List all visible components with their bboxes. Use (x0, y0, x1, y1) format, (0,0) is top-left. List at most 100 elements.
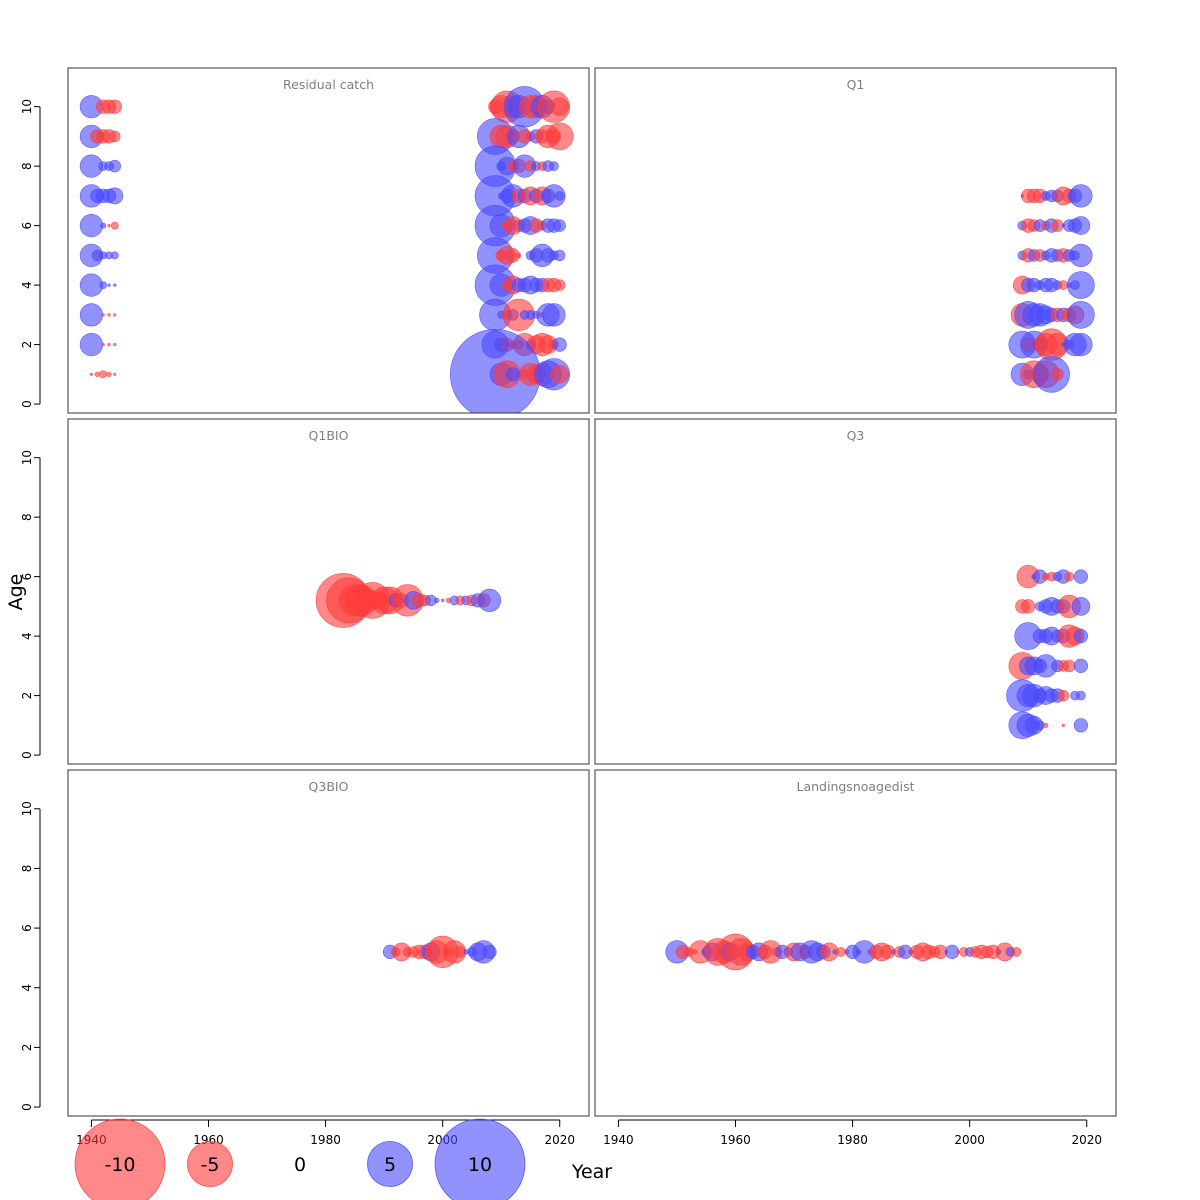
bubble-point (1057, 689, 1070, 702)
bubble-point (1073, 658, 1088, 674)
bubble-point (113, 283, 117, 287)
bubble-point (553, 249, 566, 262)
legend-bubble (367, 1141, 413, 1187)
x-tick-label: 1940 (603, 1133, 634, 1147)
panel-5: Landingsnoagedist 1940 1960 1980 2000 2020 (594, 769, 1117, 1147)
panel-points (665, 933, 1022, 971)
panel-3: Q3 (594, 418, 1117, 765)
bubble-point (553, 219, 566, 232)
panel-frame (67, 418, 590, 765)
bubble-point (89, 372, 93, 376)
bubble-point (1067, 301, 1095, 329)
y-tick-label: 6 (20, 924, 34, 932)
bubble-point (1071, 216, 1091, 235)
bubble-point (107, 99, 122, 114)
legend-bubble (434, 1118, 526, 1200)
legend-bubble (187, 1141, 233, 1187)
panel-points (1006, 564, 1091, 740)
bubble-point (1073, 628, 1088, 644)
y-tick-label: 10 (20, 99, 34, 114)
bubble-point (107, 283, 111, 287)
bubble-point (113, 372, 117, 376)
bubble-point (553, 279, 566, 291)
panel-points (382, 935, 497, 969)
y-tick-label: 8 (20, 162, 34, 170)
legend-label: -10 (104, 1154, 135, 1176)
panel-frame (67, 67, 590, 414)
bubble-point (100, 222, 107, 229)
bubble-point (1064, 571, 1074, 582)
bubble-point (106, 187, 124, 205)
panel-frame (594, 67, 1117, 414)
y-tick-label: 2 (20, 692, 34, 700)
bubble-point (109, 130, 121, 143)
panel-title: Q3 (847, 428, 865, 443)
panel-frame (67, 769, 590, 1117)
panel-title: Residual catch (283, 77, 374, 92)
legend-label: 0 (294, 1154, 306, 1176)
y-tick-label: 8 (20, 865, 34, 873)
bubble-point (79, 303, 103, 327)
x-tick-label: 1960 (720, 1133, 751, 1147)
legend-label: -5 (201, 1154, 220, 1176)
bubble-point (516, 252, 522, 258)
bubble-point (554, 191, 565, 201)
bubble-point (107, 313, 111, 317)
y-tick-label: 4 (20, 281, 34, 289)
bubble-point (1021, 599, 1036, 614)
panel-0: Residual catch 0 2 4 6 8 10 (20, 67, 590, 414)
bubble-point (550, 364, 570, 384)
bubble-point (1058, 280, 1069, 290)
x-tick-label: 1980 (310, 1133, 341, 1147)
bubble-point (1073, 569, 1088, 584)
panel-frame (594, 418, 1117, 765)
x-axis-label: Year (571, 1161, 612, 1183)
legend-label: 10 (468, 1154, 492, 1176)
bubble-point (79, 333, 103, 357)
panel-points (315, 573, 502, 628)
bubble-point (94, 371, 100, 377)
bubble-point (1069, 333, 1093, 357)
bubble-point (1061, 723, 1065, 727)
bubble-point (107, 343, 111, 347)
y-tick-label: 0 (20, 1103, 34, 1111)
bubble-point (99, 370, 107, 379)
x-tick-label: 2020 (544, 1133, 575, 1147)
bubble-point (1035, 720, 1045, 731)
y-tick-label: 6 (20, 222, 34, 230)
y-axis-label: Age (5, 574, 27, 611)
bubble-point (477, 588, 502, 613)
bubble-point (434, 597, 440, 604)
x-tick-label: 2000 (954, 1133, 985, 1147)
bubble-point (836, 947, 846, 957)
bubble-point (550, 97, 570, 116)
bubble-point (113, 343, 117, 347)
bubble-point (1069, 184, 1093, 208)
bubble-point (79, 214, 103, 238)
bubble-point (1062, 659, 1076, 673)
size-legend: -10 -5 0 5 10 (74, 1118, 526, 1200)
y-tick-label: 2 (20, 341, 34, 349)
bubble-point (956, 950, 960, 954)
bubble-point (1076, 690, 1086, 701)
bubble-point (545, 122, 574, 151)
y-tick-label: 4 (20, 632, 34, 640)
legend-bubble (74, 1118, 166, 1200)
bubble-point (101, 343, 105, 347)
bubble-point (1051, 219, 1064, 232)
bubble-point (1067, 271, 1095, 299)
bubble-point (1073, 718, 1088, 733)
y-tick-label: 2 (20, 1044, 34, 1052)
bubble-point (1011, 947, 1022, 957)
panel-2: Q1BIO 0 2 4 6 8 10 (20, 418, 590, 765)
panel-points (79, 86, 574, 413)
panel-title: Q1BIO (309, 428, 349, 443)
y-tick-label: 10 (20, 450, 34, 465)
bubble-point (107, 224, 111, 228)
panel-4: Q3BIO024681019401960198020002020 (20, 769, 590, 1147)
panel-title: Landingsnoagedist (797, 779, 915, 794)
panel-title: Q3BIO (309, 779, 349, 794)
panel-frame (594, 769, 1117, 1117)
y-tick-label: 8 (20, 513, 34, 521)
bubble-point (542, 184, 566, 208)
